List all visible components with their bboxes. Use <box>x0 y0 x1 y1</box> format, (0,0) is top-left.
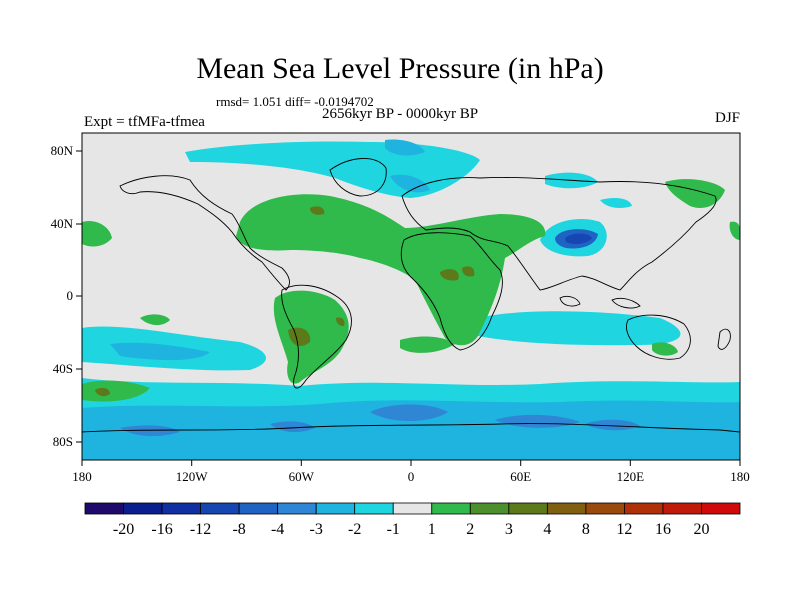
colorbar: -20 -16 -12 -8 -4 -3 -2 -1 1 2 3 4 8 12 16 20 <box>84 502 741 538</box>
field-south-pacific-core <box>110 342 210 361</box>
colorbar-swatch <box>84 502 124 515</box>
colorbar-swatch <box>392 502 433 515</box>
x-tick-label: 120W <box>176 469 209 484</box>
y-tick-label: 0 <box>67 288 74 303</box>
colorbar-swatch <box>123 502 163 515</box>
colorbar-label: 12 <box>616 521 632 538</box>
colorbar-label: 8 <box>582 521 590 538</box>
colorbar-swatch <box>238 502 279 515</box>
y-tick-label: 80N <box>51 143 74 158</box>
colorbar-label: -3 <box>310 521 323 538</box>
colorbar-swatch <box>354 502 394 515</box>
plot-title: Mean Sea Level Pressure (in hPa) <box>196 52 604 85</box>
colorbar-label: -2 <box>348 521 361 538</box>
field-band-south-blue <box>82 400 740 460</box>
stats-text: rmsd= 1.051 diff= -0.0194702 <box>216 94 374 109</box>
colorbar-swatch <box>200 502 240 515</box>
plot-subtitle: 2656kyr BP - 0000kyr BP <box>321 106 479 122</box>
colorbar-swatch <box>624 502 664 515</box>
season-label: DJF <box>714 110 740 126</box>
coastlines <box>82 158 740 433</box>
colorbar-swatch <box>701 502 741 515</box>
colorbar-label: -16 <box>151 521 172 538</box>
colorbar-label: -4 <box>271 521 284 538</box>
field-arctic-core <box>385 139 430 193</box>
x-tick-label: 120E <box>617 469 645 484</box>
colorbar-swatch <box>546 502 587 515</box>
colorbar-swatch <box>315 502 356 515</box>
y-tick-label: 80S <box>53 434 73 449</box>
x-tick-label: 60W <box>289 469 315 484</box>
colorbar-label: 3 <box>505 521 513 538</box>
colorbar-label: -8 <box>232 521 245 538</box>
colorbar-swatch <box>277 502 317 515</box>
colorbar-swatch <box>508 502 548 515</box>
colorbar-label: -1 <box>387 521 400 538</box>
axis-ticks <box>76 150 741 466</box>
x-tick-label: 180 <box>72 469 92 484</box>
map-field <box>82 133 740 460</box>
colorbar-swatch <box>431 502 471 515</box>
colorbar-swatch <box>585 502 625 515</box>
colorbar-label: -20 <box>113 521 134 538</box>
colorbar-label: 2 <box>466 521 474 538</box>
colorbar-swatch <box>469 502 510 515</box>
y-tick-label: 40S <box>53 361 73 376</box>
colorbar-swatch <box>662 502 702 515</box>
field-australia-green <box>652 342 678 356</box>
colorbar-label: 4 <box>543 521 551 538</box>
colorbar-label: 20 <box>693 521 709 538</box>
x-tick-label: 0 <box>408 469 415 484</box>
field-tibet-deep <box>565 233 592 245</box>
field-north-atlantic-green <box>236 194 546 346</box>
colorbar-swatch <box>161 502 201 515</box>
experiment-label: Expt = tfMFa-tfmea <box>84 114 205 130</box>
field-indian-ocean <box>478 311 681 346</box>
field-antarctic-lows <box>120 404 640 437</box>
x-tick-label: 180 <box>730 469 750 484</box>
field-south-america-green <box>273 290 349 384</box>
field-south-atlantic-green <box>400 336 455 353</box>
field-pacific-north-cyan <box>545 172 632 208</box>
colorbar-label: 16 <box>655 521 671 538</box>
field-south-indian-green <box>82 380 150 402</box>
x-tick-label: 60E <box>510 469 531 484</box>
colorbar-label: 1 <box>428 521 436 538</box>
y-tick-label: 40N <box>51 216 74 231</box>
colorbar-label: -12 <box>190 521 211 538</box>
